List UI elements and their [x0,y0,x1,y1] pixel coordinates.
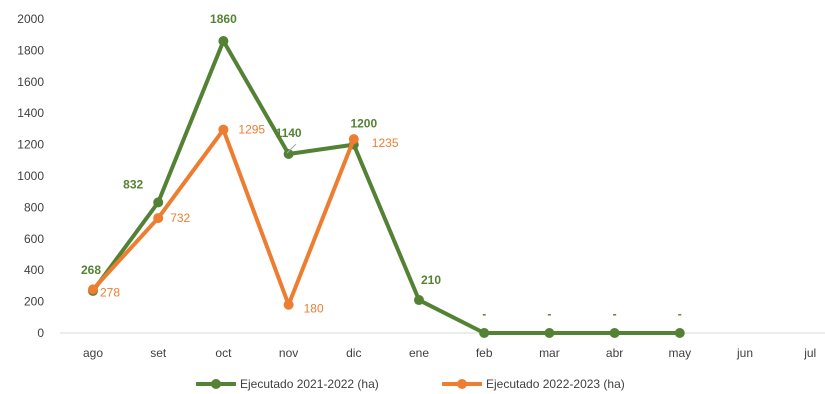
data-label-series-1: 1140 [276,126,302,140]
data-label-series-1: - [547,307,551,321]
x-tick-label: dic [346,346,361,360]
data-label-series-2: 278 [100,285,120,299]
data-label-series-2: 180 [304,302,324,316]
data-label-series-2: 1235 [372,136,399,150]
data-point-series-1 [153,197,164,208]
data-label-series-1: - [613,307,617,321]
legend-swatch-marker-2 [457,379,467,389]
data-label-series-1: - [482,307,486,321]
y-tick-label: 200 [24,295,44,309]
y-tick-label: 800 [24,200,44,214]
x-tick-label: ene [409,346,429,360]
series-line-1 [91,38,682,335]
data-point-series-1 [674,328,685,338]
y-tick-label: 400 [24,263,44,277]
x-tick-label: jun [736,346,753,360]
data-label-series-1: 832 [123,177,143,191]
x-tick-label: mar [539,346,560,360]
x-tick-label: oct [215,346,232,360]
y-tick-label: 600 [24,232,44,246]
x-tick-label: feb [476,346,493,360]
y-tick-label: 1200 [17,138,44,152]
data-label-series-1: 210 [421,273,441,287]
data-label-series-2: 732 [170,211,190,225]
y-tick-label: 2000 [17,12,44,26]
data-point-series-1 [414,295,424,306]
data-label-series-2: 1295 [238,123,265,137]
data-point-series-1 [544,328,555,338]
data-label-series-1: 268 [81,263,101,277]
y-tick-label: 1800 [17,43,44,57]
x-tick-label: set [150,346,167,360]
y-tick-label: 0 [37,326,44,340]
legend-swatch-marker-1 [211,379,221,389]
x-tick-label: abr [606,346,623,360]
data-point-series-2 [88,284,98,295]
data-point-series-2 [283,299,294,310]
x-tick-label: jul [803,346,816,360]
x-tick-label: may [668,346,691,360]
legend-label-1: Ejecutado 2021-2022 (ha) [240,377,379,391]
label-leader-line [286,143,297,154]
y-tick-label: 1600 [17,75,44,89]
data-point-series-1 [609,328,620,338]
data-label-series-1: 1860 [210,12,237,26]
legend-label-2: Ejecutado 2022-2023 (ha) [486,377,625,391]
data-label-series-1: 1200 [350,117,377,131]
x-tick-label: ago [83,346,103,360]
x-tick-label: nov [279,346,298,360]
data-point-series-2 [218,124,229,135]
series-line-2 [91,127,356,307]
data-label-series-1: - [678,307,682,321]
data-point-series-2 [348,134,359,145]
data-point-series-1 [218,35,229,46]
y-tick-label: 1000 [17,169,44,183]
y-tick-label: 1400 [17,106,44,120]
data-point-series-1 [479,328,490,338]
data-point-series-1 [283,149,294,160]
data-point-series-2 [153,213,164,224]
